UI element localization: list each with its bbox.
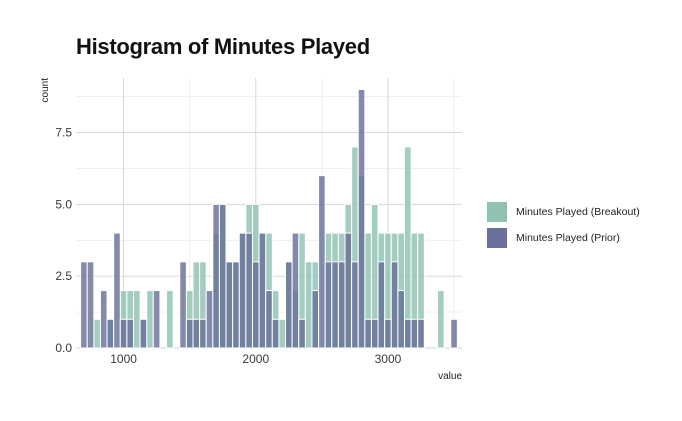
bar-prior xyxy=(397,290,405,349)
y-tick-label: 7.5 xyxy=(55,126,72,140)
y-tick-label: 2.5 xyxy=(55,269,72,283)
bar-prior xyxy=(291,232,300,349)
bar-prior xyxy=(370,318,379,349)
bar-prior xyxy=(337,261,346,349)
bar-prior xyxy=(298,318,306,349)
bar-prior xyxy=(152,290,161,349)
bar-breakout xyxy=(166,290,174,349)
bar-prior xyxy=(351,261,359,349)
y-axis-label: count xyxy=(40,78,51,103)
bar-prior xyxy=(232,261,240,349)
y-tick-label: 0.0 xyxy=(55,341,72,355)
histogram-bars xyxy=(80,88,458,349)
legend: Minutes Played (Breakout) Minutes Played… xyxy=(486,200,640,252)
y-tick-label: 5.0 xyxy=(55,197,72,211)
legend-item-prior: Minutes Played (Prior) xyxy=(486,226,640,250)
bar-prior xyxy=(179,261,187,349)
bar-prior xyxy=(318,175,326,349)
bar-breakout xyxy=(93,318,101,349)
legend-item-breakout: Minutes Played (Breakout) xyxy=(486,200,640,224)
bar-prior xyxy=(344,232,353,349)
bar-prior xyxy=(384,318,392,349)
bar-prior xyxy=(417,318,425,349)
bar-breakout xyxy=(146,290,154,349)
bar-prior xyxy=(225,261,234,349)
bar-prior xyxy=(265,290,273,349)
bar-breakout xyxy=(304,261,313,349)
bar-prior xyxy=(357,88,366,349)
axis-labels: 1000 2000 3000 0.0 2.5 5.0 7.5 value count xyxy=(40,78,462,382)
x-tick-label: 2000 xyxy=(242,352,269,366)
legend-swatch-breakout xyxy=(486,201,508,223)
bar-prior xyxy=(113,232,121,349)
bar-prior xyxy=(245,232,253,349)
bar-prior xyxy=(285,261,293,349)
bar-breakout xyxy=(403,146,412,349)
bar-prior xyxy=(218,203,227,349)
bar-prior xyxy=(238,232,247,349)
bar-breakout xyxy=(278,318,287,349)
bar-breakout xyxy=(133,290,141,349)
legend-label-prior: Minutes Played (Prior) xyxy=(516,232,620,244)
bar-prior xyxy=(271,318,280,349)
bar-breakout xyxy=(437,290,445,349)
x-tick-label: 1000 xyxy=(110,352,137,366)
bar-prior xyxy=(331,261,339,349)
bar-prior xyxy=(311,290,320,349)
x-tick-label: 3000 xyxy=(375,352,402,366)
bar-prior xyxy=(99,290,108,349)
bar-prior xyxy=(185,318,194,349)
bar-prior xyxy=(390,261,399,349)
chart-title: Histogram of Minutes Played xyxy=(76,34,370,59)
bar-prior xyxy=(377,261,386,349)
bar-prior xyxy=(410,318,419,349)
bar-prior xyxy=(119,318,128,349)
bar-prior xyxy=(80,261,88,349)
bar-prior xyxy=(205,290,214,349)
legend-label-breakout: Minutes Played (Breakout) xyxy=(516,206,640,218)
bar-prior xyxy=(199,318,207,349)
bar-prior xyxy=(251,261,260,349)
bar-prior xyxy=(450,318,458,349)
bar-prior xyxy=(324,261,333,349)
bar-prior xyxy=(139,318,148,349)
legend-swatch-prior xyxy=(486,227,508,249)
bar-prior xyxy=(212,203,220,349)
bar-prior xyxy=(106,318,115,349)
bar-prior xyxy=(192,318,201,349)
bar-prior xyxy=(258,232,267,349)
bar-prior xyxy=(126,318,135,349)
bar-prior xyxy=(86,261,95,349)
bar-prior xyxy=(403,318,412,349)
bar-prior xyxy=(364,318,372,349)
x-axis-label: value xyxy=(438,371,462,382)
